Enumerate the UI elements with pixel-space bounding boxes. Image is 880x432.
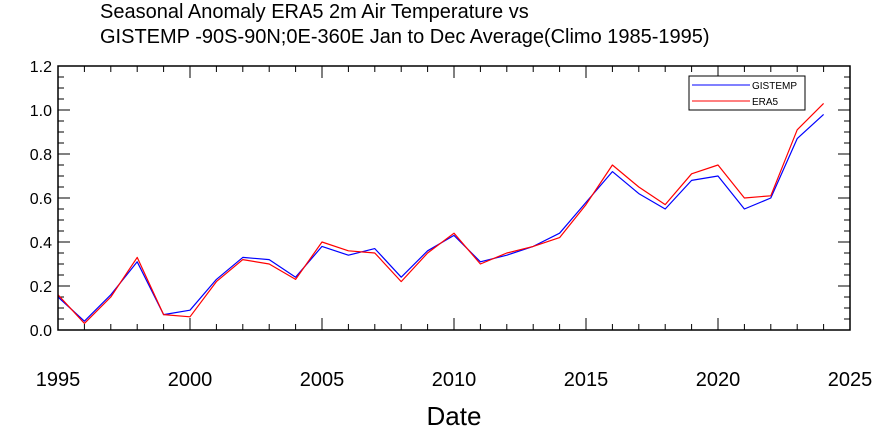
x-tick-label: 2000 [168,369,213,391]
y-tick-label: 0.2 [30,279,52,296]
series-lines [57,102,825,324]
chart-title-line-1: Seasonal Anomaly ERA5 2m Air Temperature… [100,1,529,23]
x-tick-label: 2020 [696,369,741,391]
x-tick-label: 2025 [828,369,873,391]
x-axis-tick-labels: 1995 2000 2005 2010 2015 2020 2025 [36,369,873,391]
x-axis-label: Date [427,401,482,431]
x-tick-label: 2005 [300,369,345,391]
legend: GISTEMP ERA5 [688,75,806,111]
y-axis-tick-labels: 0.0 0.2 0.4 0.6 0.8 1.0 1.2 [30,59,52,340]
x-tick-label: 1995 [36,369,81,391]
series-line-era5 [57,102,825,324]
chart-title-line-2: GISTEMP -90S-90N;0E-360E Jan to Dec Aver… [100,26,710,48]
x-tick-label: 2010 [432,369,477,391]
y-tick-label: 1.0 [30,103,52,120]
y-tick-label: 0.8 [30,147,52,164]
legend-box [688,75,806,111]
y-tick-label: 0.0 [30,323,52,340]
x-tick-label: 2015 [564,369,609,391]
y-tick-label: 1.2 [30,59,52,76]
legend-label-era5: ERA5 [752,97,779,108]
series-line-gistemp [57,113,825,322]
plot-frame [57,65,851,331]
y-tick-label: 0.6 [30,191,52,208]
legend-label-gistemp: GISTEMP [752,81,797,92]
y-tick-label: 0.4 [30,235,52,252]
